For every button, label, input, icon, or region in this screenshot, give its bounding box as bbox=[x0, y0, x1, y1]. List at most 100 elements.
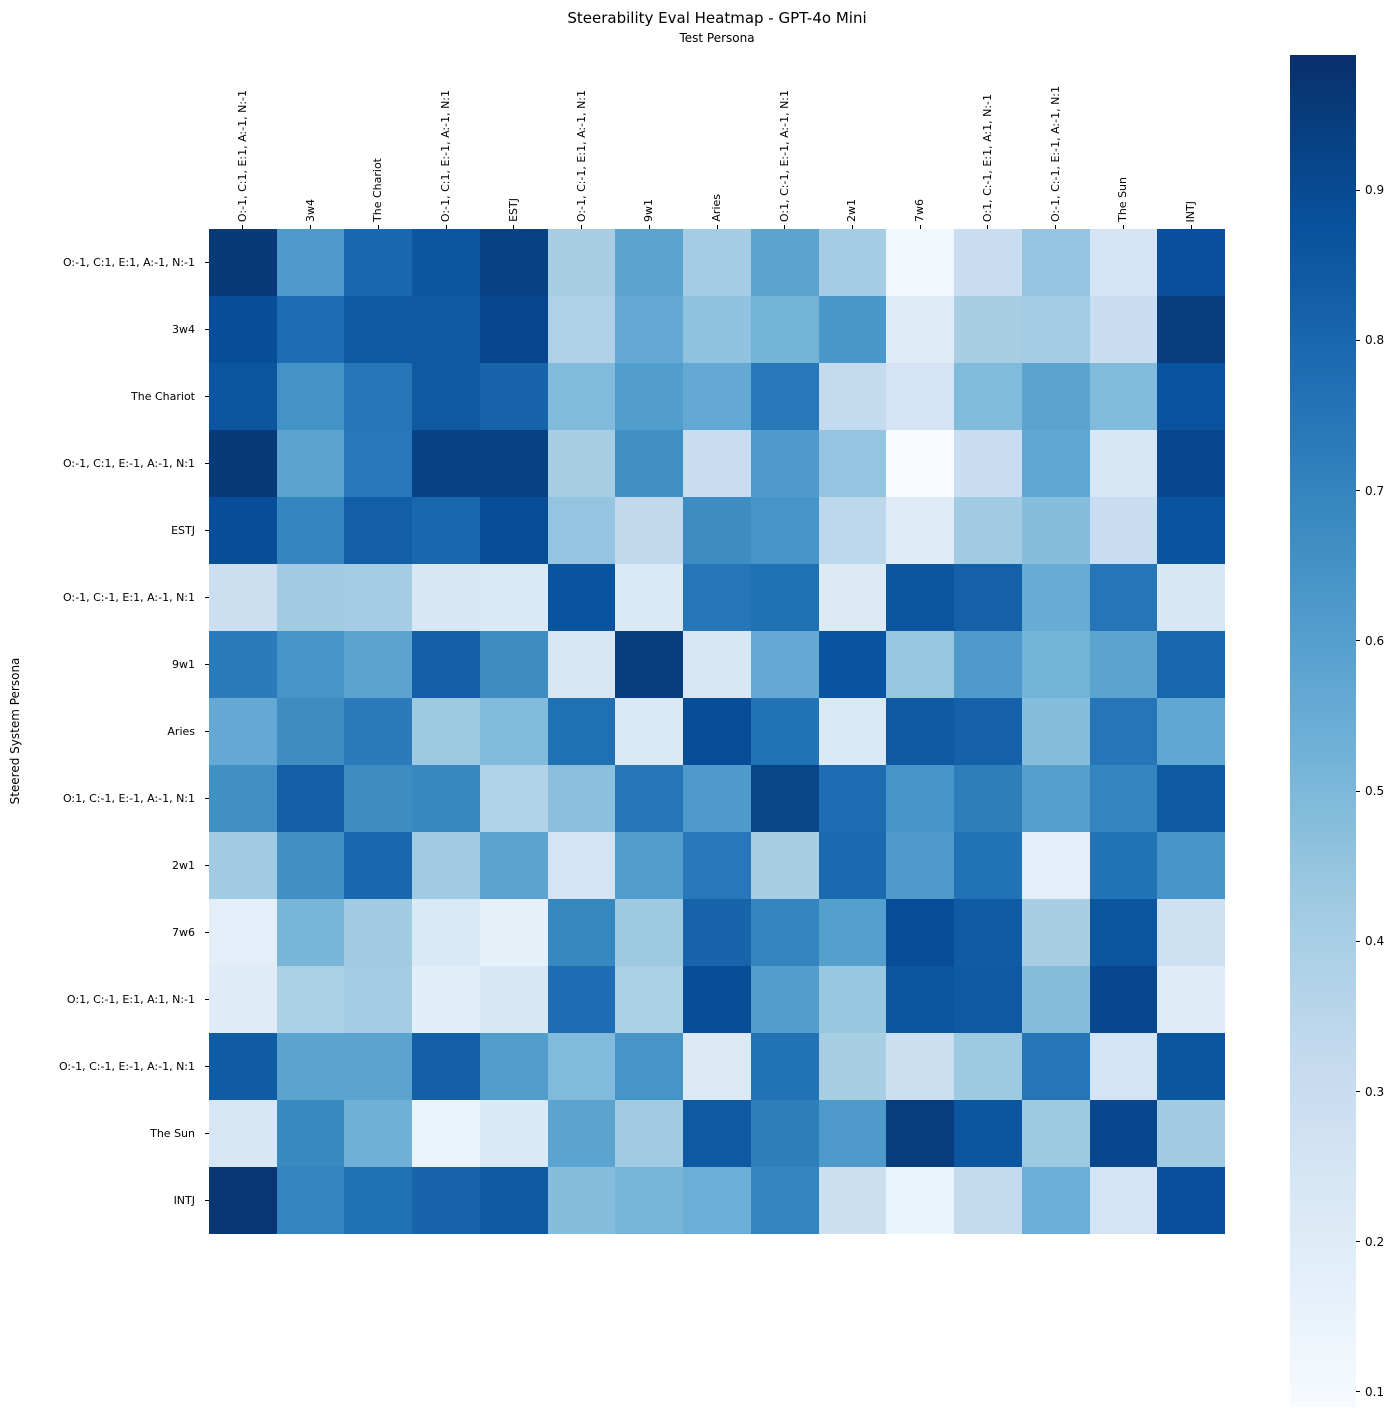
heatmap-cell bbox=[412, 966, 480, 1033]
heatmap-cell bbox=[615, 1033, 684, 1100]
x-tick-mark bbox=[581, 225, 583, 229]
x-tick-mark bbox=[716, 225, 718, 229]
heatmap-cell bbox=[479, 229, 548, 296]
heatmap-cell bbox=[750, 698, 819, 765]
heatmap-cell bbox=[886, 1167, 955, 1234]
chart-title: Steerability Eval Heatmap - GPT-4o Mini bbox=[567, 9, 867, 27]
heatmap-cell bbox=[547, 832, 616, 899]
heatmap-cell bbox=[209, 832, 277, 899]
y-tick-mark bbox=[205, 932, 209, 933]
heatmap-cell bbox=[276, 899, 345, 966]
heatmap-cell bbox=[276, 966, 345, 1033]
heatmap-cell bbox=[1089, 430, 1158, 497]
colorbar-tick-label: 0.3 bbox=[1365, 1084, 1385, 1099]
x-tick-mark bbox=[1122, 225, 1124, 229]
heatmap-cell bbox=[412, 899, 480, 966]
heatmap-cell bbox=[276, 296, 345, 363]
y-tick-mark bbox=[205, 1066, 209, 1067]
y-tick-mark bbox=[205, 1200, 209, 1201]
heatmap-cell bbox=[479, 966, 548, 1033]
heatmap-cell bbox=[209, 430, 277, 497]
heatmap-cell bbox=[547, 430, 616, 497]
heatmap-cell bbox=[344, 564, 413, 631]
heatmap-cell bbox=[547, 765, 616, 832]
x-tick-label: 3w4 bbox=[303, 199, 317, 222]
heatmap-cell bbox=[1021, 765, 1090, 832]
heatmap-cell bbox=[412, 698, 480, 765]
heatmap-cell bbox=[886, 765, 955, 832]
heatmap-cell bbox=[412, 497, 480, 564]
x-tick-label: The Chariot bbox=[371, 158, 385, 222]
heatmap-cell bbox=[1089, 765, 1158, 832]
heatmap-cell bbox=[1157, 765, 1225, 832]
y-tick-mark bbox=[205, 530, 209, 531]
heatmap-cell bbox=[1089, 966, 1158, 1033]
heatmap-cell bbox=[547, 966, 616, 1033]
heatmap-cell bbox=[1021, 966, 1090, 1033]
heatmap-cell bbox=[344, 497, 413, 564]
heatmap-cell bbox=[750, 363, 819, 430]
heatmap-cell bbox=[547, 899, 616, 966]
heatmap-cell bbox=[1089, 1100, 1158, 1167]
heatmap-cell bbox=[750, 631, 819, 698]
heatmap-cell bbox=[818, 564, 887, 631]
heatmap-cell bbox=[1157, 966, 1225, 1033]
heatmap-grid bbox=[209, 229, 1225, 1234]
x-tick-label: Aries bbox=[710, 194, 723, 222]
heatmap-cell bbox=[344, 363, 413, 430]
heatmap-cell bbox=[818, 229, 887, 296]
heatmap-cell bbox=[750, 296, 819, 363]
heatmap-cell bbox=[479, 899, 548, 966]
colorbar bbox=[1290, 55, 1356, 1407]
colorbar-tick-mark bbox=[1356, 189, 1360, 191]
x-tick-label: The Sun bbox=[1116, 177, 1130, 222]
heatmap-cell bbox=[615, 229, 684, 296]
x-tick-label: O:-1, C:1, E:1, A:-1, N:-1 bbox=[235, 89, 249, 222]
heatmap-cell bbox=[412, 1100, 480, 1167]
heatmap-cell bbox=[276, 564, 345, 631]
heatmap-cell bbox=[1157, 1033, 1225, 1100]
heatmap-cell bbox=[1157, 430, 1225, 497]
heatmap-cell bbox=[683, 765, 751, 832]
heatmap-cell bbox=[1089, 497, 1158, 564]
y-tick-mark bbox=[205, 999, 209, 1000]
heatmap-cell bbox=[886, 497, 955, 564]
heatmap-cell bbox=[615, 899, 684, 966]
x-tick-mark bbox=[1190, 225, 1192, 229]
heatmap-cell bbox=[1021, 296, 1090, 363]
y-tick-label: ESTJ bbox=[171, 523, 195, 537]
heatmap-cell bbox=[344, 1100, 413, 1167]
colorbar-tick-mark bbox=[1356, 640, 1360, 642]
x-tick-mark bbox=[648, 225, 650, 229]
heatmap-cell bbox=[818, 832, 887, 899]
heatmap-cell bbox=[1089, 296, 1158, 363]
heatmap-cell bbox=[344, 966, 413, 1033]
heatmap-cell bbox=[1157, 497, 1225, 564]
heatmap-cell bbox=[886, 1033, 955, 1100]
heatmap-cell bbox=[886, 430, 955, 497]
colorbar-tick-label: 0.1 bbox=[1365, 1384, 1385, 1399]
heatmap-cell bbox=[750, 899, 819, 966]
heatmap-cell bbox=[479, 1033, 548, 1100]
heatmap-cell bbox=[209, 698, 277, 765]
heatmap-cell bbox=[209, 296, 277, 363]
heatmap-cell bbox=[818, 296, 887, 363]
y-tick-label: O:1, C:-1, E:1, A:1, N:-1 bbox=[66, 992, 195, 1006]
heatmap-cell bbox=[209, 1167, 277, 1234]
y-tick-mark bbox=[205, 1133, 209, 1134]
x-tick-label: 7w6 bbox=[913, 199, 927, 222]
colorbar-tick-label: 0.8 bbox=[1365, 333, 1385, 348]
heatmap-cell bbox=[1157, 1100, 1225, 1167]
heatmap-cell bbox=[750, 1100, 819, 1167]
heatmap-cell bbox=[1157, 363, 1225, 430]
y-tick-label: 3w4 bbox=[172, 322, 195, 336]
heatmap-cell bbox=[683, 966, 751, 1033]
heatmap-cell bbox=[547, 1033, 616, 1100]
heatmap-cell bbox=[886, 296, 955, 363]
heatmap-cell bbox=[683, 698, 751, 765]
y-tick-label: 9w1 bbox=[172, 657, 195, 671]
heatmap-cell bbox=[1021, 1033, 1090, 1100]
heatmap-cell bbox=[818, 497, 887, 564]
heatmap-cell bbox=[886, 564, 955, 631]
